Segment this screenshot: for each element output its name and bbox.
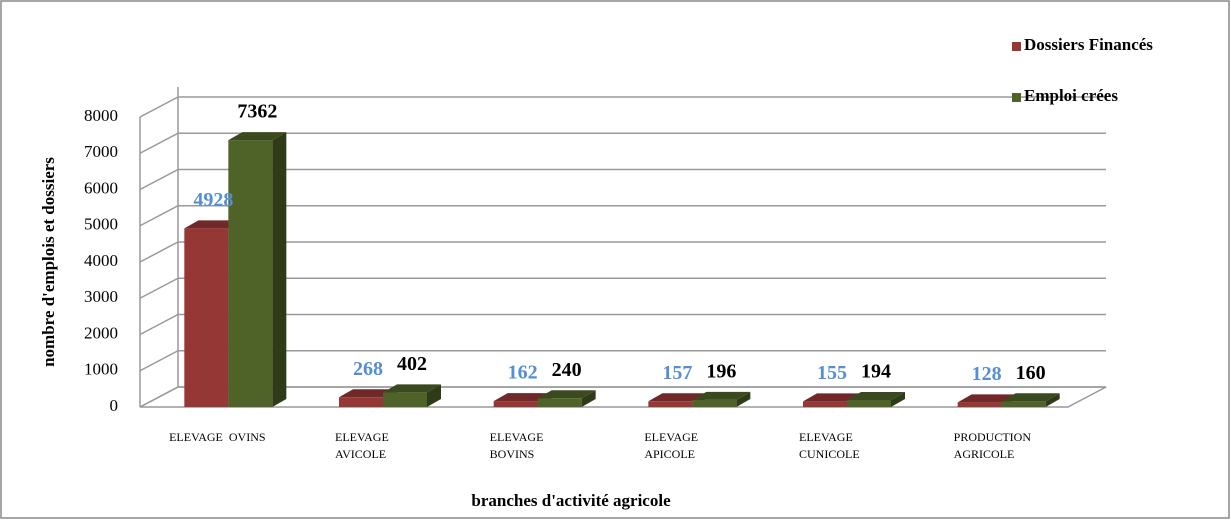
y-tick-label: 2000	[84, 323, 118, 342]
bar-front	[339, 397, 383, 407]
y-tick-label: 0	[110, 396, 119, 415]
y-tick-label: 3000	[84, 287, 118, 306]
bar-top	[803, 393, 861, 402]
bar-side	[736, 391, 751, 407]
bar-front	[1001, 401, 1046, 407]
value-label: 268	[353, 358, 383, 380]
value-label: 160	[1016, 362, 1046, 384]
x-tick-label: ELEVAGE APICOLE	[644, 430, 698, 461]
y-tick-label: 7000	[84, 142, 118, 161]
bar-front	[184, 228, 229, 407]
legend-label: Emploi crées	[1024, 86, 1118, 105]
value-label: 196	[706, 360, 736, 382]
bar-front	[228, 140, 273, 407]
bar	[692, 391, 751, 407]
grid-line	[139, 96, 1106, 118]
y-tick-label: 4000	[84, 251, 118, 270]
grid-line	[139, 313, 1106, 336]
value-label: 128	[972, 363, 1002, 385]
x-tick-label: ELEVAGE CUNICOLE	[799, 430, 860, 461]
bar-front	[493, 401, 538, 407]
value-label: 402	[397, 353, 427, 375]
bar	[1001, 393, 1060, 407]
bar	[847, 391, 905, 407]
bar-front	[648, 401, 693, 407]
grid-line	[139, 277, 1106, 299]
bar	[383, 384, 441, 407]
bar-front	[692, 399, 737, 407]
grid-line	[139, 132, 1106, 154]
bar-top	[648, 393, 707, 402]
bar-top	[847, 391, 905, 400]
grid-line	[139, 386, 1106, 408]
bar-side	[581, 390, 596, 407]
legend-swatch	[1012, 42, 1021, 51]
bar-top	[383, 384, 441, 393]
y-tick-label: 5000	[84, 215, 118, 234]
value-label: 7362	[237, 101, 277, 123]
x-tick-label: PRODUCTION AGRICOLE	[954, 430, 1032, 461]
value-label: 157	[662, 362, 692, 384]
grid-line	[139, 205, 1106, 227]
bar-top	[493, 393, 552, 402]
grid-line	[139, 168, 1106, 191]
y-tick-label: 1000	[84, 360, 118, 379]
value-label: 240	[552, 359, 582, 381]
value-label: 4928	[193, 189, 233, 211]
bar-top	[184, 220, 243, 229]
bar-side	[427, 384, 441, 407]
bar-top	[228, 132, 287, 141]
bar	[228, 132, 287, 407]
bar-top	[339, 389, 397, 398]
x-tick-label: ELEVAGE AVICOLE	[335, 430, 389, 461]
grid-line	[139, 241, 1106, 263]
bar-top	[692, 391, 751, 400]
value-label: 155	[817, 362, 847, 384]
bar-side	[1045, 393, 1060, 407]
bar-side	[891, 391, 905, 407]
bar-front	[537, 398, 582, 407]
x-axis-title: branches d'activité agricole	[471, 491, 671, 510]
bar-top	[537, 390, 596, 399]
bar	[537, 390, 596, 407]
legend-label: Dossiers Financés	[1024, 35, 1153, 54]
bar-front	[383, 392, 427, 407]
x-tick-label: ELEVAGE BOVINS	[490, 430, 544, 461]
bar-top	[1001, 393, 1060, 402]
bar-front	[803, 401, 847, 407]
bar-front	[847, 399, 891, 407]
grid-line	[139, 350, 1106, 372]
bar-top	[957, 394, 1016, 403]
bar-side	[272, 132, 287, 407]
y-tick-label: 6000	[84, 178, 118, 197]
bar-front	[957, 402, 1002, 407]
x-tick-label: ELEVAGE OVINS	[169, 430, 265, 444]
legend-swatch	[1012, 93, 1021, 102]
y-tick-label: 8000	[84, 106, 118, 125]
y-axis-title: nombre d'emplois et dossiers	[39, 157, 58, 367]
value-label: 194	[861, 361, 891, 383]
value-label: 162	[508, 362, 538, 384]
